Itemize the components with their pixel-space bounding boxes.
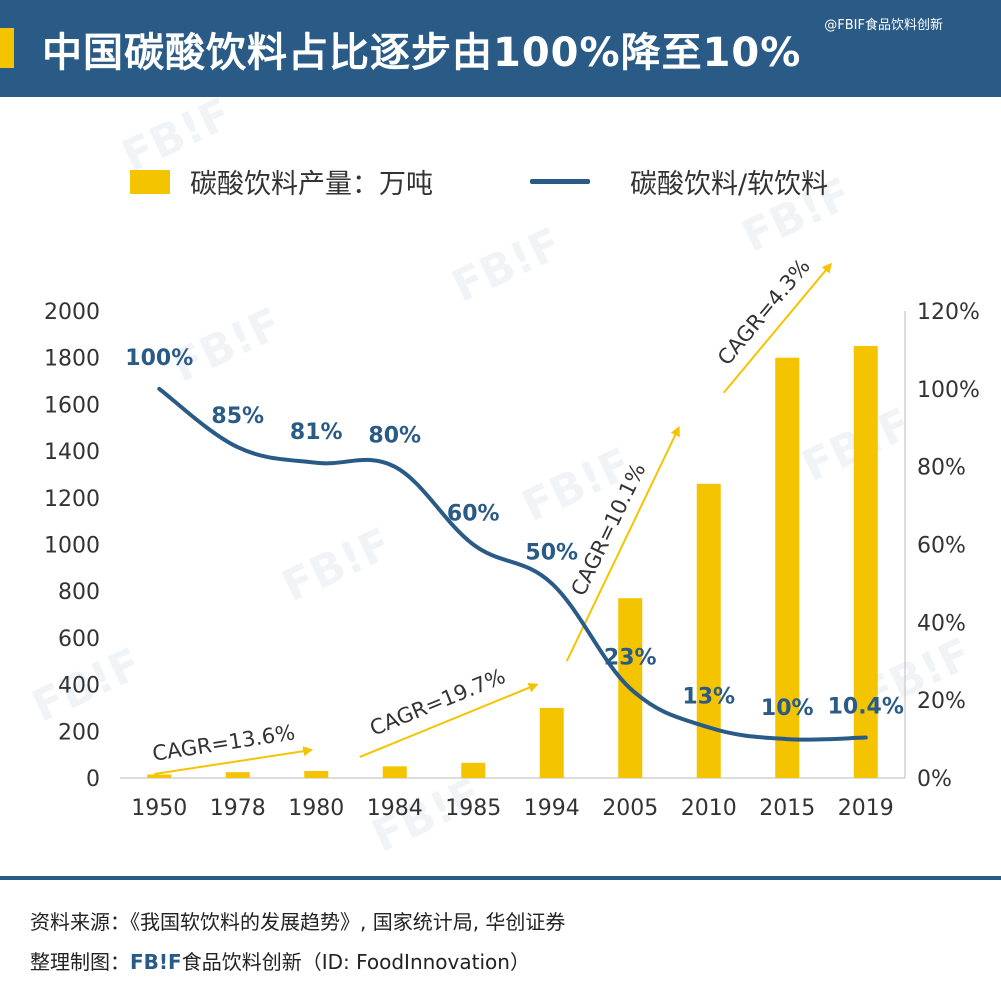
y-left-tick-label: 600: [58, 627, 100, 652]
bar: [147, 774, 172, 778]
bar: [225, 772, 250, 778]
cagr-arrow: [722, 262, 833, 394]
header-banner: 中国碳酸饮料占比逐步由100%降至10% @FBIF食品饮料创新: [0, 0, 1001, 97]
x-tick-label: 1978: [210, 796, 266, 821]
bar: [853, 346, 878, 778]
line-data-label: 80%: [368, 424, 421, 449]
cagr-label: CAGR=13.6%: [151, 720, 297, 765]
x-tick-label: 1950: [131, 796, 187, 821]
y-left-tick-label: 1800: [44, 347, 100, 372]
y-left-tick-label: 1600: [44, 393, 100, 418]
credit-prefix: 整理制图：: [30, 950, 130, 974]
credit-text: 食品饮料创新（ID: FoodInnovation）: [181, 950, 530, 974]
page-title: 中国碳酸饮料占比逐步由100%降至10%: [42, 30, 802, 76]
legend-bar-swatch: [130, 170, 170, 194]
y-left-tick-label: 400: [58, 674, 100, 699]
header-accent-bar: [0, 28, 14, 68]
x-tick-label: 2005: [602, 796, 658, 821]
line-data-label: 81%: [290, 420, 343, 445]
cagr-label: CAGR=19.7%: [366, 664, 508, 741]
brand-logo: FB!F: [130, 950, 182, 974]
x-tick-label: 2010: [681, 796, 737, 821]
line-data-label: 10.4%: [828, 695, 904, 720]
y-right-tick-label: 80%: [917, 456, 966, 481]
y-right-tick-label: 60%: [917, 534, 966, 559]
x-tick-label: 1984: [367, 796, 423, 821]
y-right-tick-label: 120%: [917, 300, 980, 325]
line-data-label: 85%: [211, 404, 264, 429]
y-right-tick-label: 100%: [917, 378, 980, 403]
cagr-label: CAGR=10.1%: [567, 459, 651, 599]
y-right-tick-label: 0%: [917, 767, 952, 792]
y-left-tick-label: 800: [58, 580, 100, 605]
header-watermark: @FBIF食品饮料创新: [824, 18, 943, 33]
footer-divider: [0, 876, 1001, 880]
bar: [304, 770, 329, 778]
y-left-tick-label: 0: [86, 767, 100, 792]
bar: [696, 483, 721, 778]
x-tick-label: 1994: [524, 796, 580, 821]
line-data-label: 13%: [682, 684, 735, 709]
x-tick-label: 1980: [288, 796, 344, 821]
legend-line-swatch: [530, 179, 590, 184]
line-data-label: 10%: [761, 696, 814, 721]
x-tick-label: 2015: [759, 796, 815, 821]
cagr-arrow: [359, 683, 539, 758]
y-left-tick-label: 1400: [44, 440, 100, 465]
bar: [539, 707, 564, 778]
source-note: 资料来源：《我国软饮料的发展趋势》, 国家统计局, 华创证券: [30, 910, 566, 934]
x-tick-label: 2019: [838, 796, 894, 821]
line-data-label: 60%: [447, 502, 500, 527]
y-left-tick-label: 2000: [44, 300, 100, 325]
x-tick-label: 1985: [445, 796, 501, 821]
y-right-tick-label: 40%: [917, 611, 966, 636]
share-line: [157, 386, 868, 742]
credit-line: 整理制图：FB!F食品饮料创新（ID: FoodInnovation）: [30, 946, 530, 975]
cagr-arrow: [565, 425, 680, 662]
y-right-tick-label: 20%: [917, 689, 966, 714]
cagr-arrow: [154, 746, 314, 775]
bar: [775, 357, 800, 778]
line-data-label: 23%: [604, 645, 657, 670]
y-left-tick-label: 1000: [44, 534, 100, 559]
y-left-tick-label: 200: [58, 720, 100, 745]
bar: [382, 766, 407, 778]
line-data-label: 50%: [525, 540, 578, 565]
y-left-tick-label: 1200: [44, 487, 100, 512]
legend-line-label: 碳酸饮料/软饮料: [630, 169, 829, 200]
legend-bar-label: 碳酸饮料产量：万吨: [190, 169, 433, 200]
line-data-label: 100%: [125, 346, 193, 371]
cagr-label: CAGR=4.3%: [713, 254, 815, 370]
combo-chart: 0 200 400 600 800 1000 1200 1400 1600 1800 2000 0% 2…: [44, 254, 980, 821]
bar: [461, 762, 486, 778]
